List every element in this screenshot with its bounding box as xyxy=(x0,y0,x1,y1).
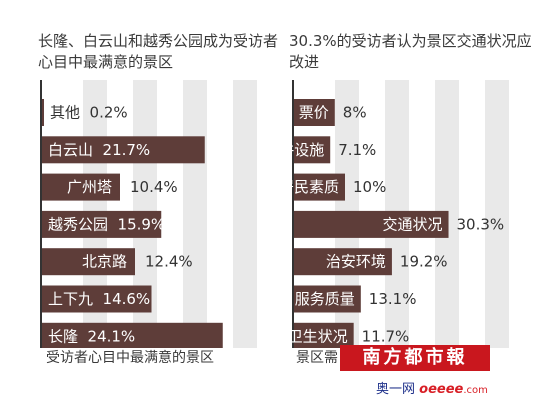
bar xyxy=(42,210,162,238)
bar xyxy=(294,99,335,126)
bar-value-label: 7.1% xyxy=(338,141,376,159)
bar xyxy=(294,248,392,276)
bar-category-label: 卫生状况 xyxy=(290,327,348,345)
right-chart-caption: 景区需 xyxy=(296,350,338,366)
right-chart-title: 30.3%的受访者认为景区交通状况应改进 xyxy=(289,32,532,71)
bar-label: 北京路 xyxy=(82,253,127,271)
bar xyxy=(42,136,205,164)
bar xyxy=(294,136,331,164)
bar xyxy=(42,285,152,313)
bar-label: 上下九 14.6% xyxy=(48,290,150,308)
bar xyxy=(294,210,449,238)
right-bar-chart: 票价 8% 硬件设施 7.1% 居民素质 10% 交通状况 30.3% 治安环境 19.2% 服务质… xyxy=(290,80,535,348)
bar-label: 越秀公园 15.9% xyxy=(48,215,165,233)
bar-category-label: 治安环境 xyxy=(326,253,386,271)
bar-value-label: 8% xyxy=(343,104,367,122)
bar-value-label: 13.1% xyxy=(369,290,417,308)
bar-category-label: 服务质量 xyxy=(295,290,355,308)
newspaper-logo: 南方都市報 xyxy=(340,345,490,371)
grid-stripe xyxy=(233,80,257,348)
left-chart-caption: 受访者心目中最满意的景区 xyxy=(46,350,214,366)
bar-value-label: 19.2% xyxy=(400,253,448,271)
bar xyxy=(42,99,44,126)
bar xyxy=(42,173,120,201)
left-bar-chart: 其他 0.2% 白云山 21.7% 广州塔 10.4% 越秀公园 15.9% 北京路 12.… xyxy=(38,80,288,348)
site-watermark: 奥一网 oeeee.com xyxy=(376,378,488,397)
bar xyxy=(294,173,345,201)
bar-label: 长隆 24.1% xyxy=(48,327,135,345)
left-chart-svg: 其他 0.2% 白云山 21.7% 广州塔 10.4% 越秀公园 15.9% 北京路 12.… xyxy=(40,80,257,348)
bar-category-label: 交通状况 xyxy=(383,215,443,233)
bar xyxy=(294,322,354,348)
bar-category-label: 票价 xyxy=(299,104,329,122)
bar-value-label: 30.3% xyxy=(457,215,505,233)
left-chart-title: 长隆、白云山和越秀公园成为受访者心目中最满意的景区 xyxy=(38,32,279,71)
site-tld: .com xyxy=(463,385,488,396)
right-chart-svg: 票价 8% 硬件设施 7.1% 居民素质 10% 交通状况 30.3% 治安环境 19.2% 服务质… xyxy=(290,80,509,348)
bar xyxy=(42,322,223,348)
bar xyxy=(294,285,361,313)
site-prefix: 奥一网 xyxy=(376,382,416,397)
bar-category-label: 居民素质 xyxy=(290,178,339,196)
grid-stripe xyxy=(485,80,509,348)
bar-value-label: 10% xyxy=(353,178,386,196)
bar-value-label: 11.7% xyxy=(362,327,410,345)
bar-category-label: 硬件设施 xyxy=(290,141,324,159)
bar-value-label: 10.4% xyxy=(130,178,178,196)
bar-value-label: 12.4% xyxy=(145,253,193,271)
grid-stripe xyxy=(183,80,207,348)
bar xyxy=(42,248,135,276)
bar-label: 其他 0.2% xyxy=(50,104,128,122)
site-domain: oeeee xyxy=(419,382,464,397)
bar-label: 广州塔 xyxy=(67,178,112,196)
bar-label: 白云山 21.7% xyxy=(48,141,150,159)
